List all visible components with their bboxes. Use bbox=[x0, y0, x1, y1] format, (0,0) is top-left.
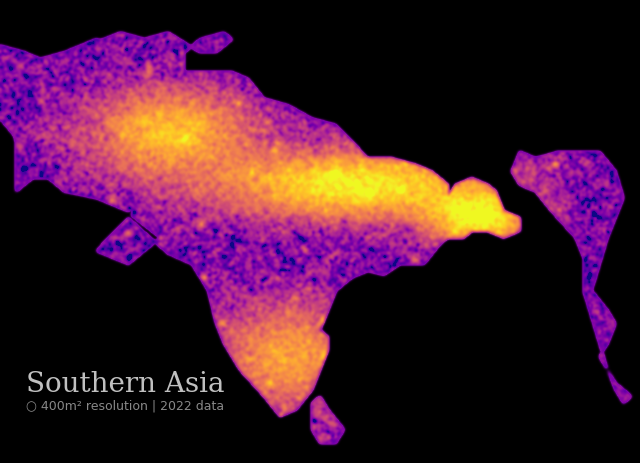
Text: Southern Asia: Southern Asia bbox=[26, 370, 224, 397]
Text: ○ 400m² resolution | 2022 data: ○ 400m² resolution | 2022 data bbox=[26, 398, 224, 411]
